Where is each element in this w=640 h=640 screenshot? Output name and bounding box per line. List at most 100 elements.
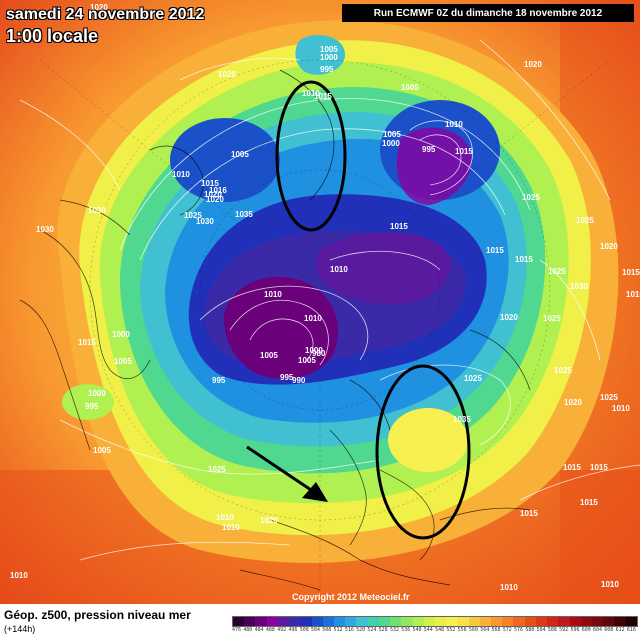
isobar-label: 1020 xyxy=(204,190,222,199)
isobar-label: 1020 xyxy=(500,313,518,322)
scale-swatch xyxy=(502,617,514,626)
isobar-label: 1025 xyxy=(548,267,566,276)
isobar-label: 1005 xyxy=(298,356,316,365)
scale-swatch xyxy=(244,617,256,626)
scale-swatch xyxy=(423,617,435,626)
isobar-label: 1010 xyxy=(302,89,320,98)
isobar-label: 1010 xyxy=(612,404,630,413)
scale-value: 612 xyxy=(615,627,625,633)
color-scale xyxy=(232,616,638,627)
scale-value: 480 xyxy=(243,627,253,633)
scale-value: 552 xyxy=(446,627,456,633)
run-info-text: Run ECMWF 0Z du dimanche 18 novembre 201… xyxy=(373,7,603,19)
isobar-label: 1020 xyxy=(524,60,542,69)
scale-value: 608 xyxy=(604,627,614,633)
isobar-label: 1035 xyxy=(235,210,253,219)
scale-value: 548 xyxy=(435,627,445,633)
isobar-label: 1010 xyxy=(330,265,348,274)
isobar-label: 1010 xyxy=(172,170,190,179)
purple-east xyxy=(316,232,451,304)
scale-value: 556 xyxy=(457,627,467,633)
scale-swatch xyxy=(322,617,334,626)
scale-swatch xyxy=(569,617,581,626)
isobar-label: 1020 xyxy=(600,242,618,251)
scale-value: 616 xyxy=(626,627,636,633)
scale-value: 604 xyxy=(593,627,603,633)
scale-swatch xyxy=(479,617,492,626)
isobar-label: 1010 xyxy=(78,338,96,347)
isobar-label: 1010 xyxy=(10,571,28,580)
isobar-label: 1015 xyxy=(455,147,473,156)
scale-swatch xyxy=(434,617,447,626)
isobar-label: 1025 xyxy=(464,374,482,383)
product-title: Géop. z500, pression niveau mer xyxy=(4,608,191,622)
scale-swatch xyxy=(547,617,559,626)
scale-value: 580 xyxy=(525,627,535,633)
isobar-label: 1025 xyxy=(522,193,540,202)
isobar-label: 1000 xyxy=(112,330,130,339)
isobar-label: 1015 xyxy=(520,509,538,518)
scale-value: 584 xyxy=(536,627,546,633)
isobar-label: 1005 xyxy=(401,83,419,92)
atlantic-low xyxy=(62,384,114,420)
isobar-label: 1020 xyxy=(564,398,582,407)
run-info-box: Run ECMWF 0Z du dimanche 18 novembre 201… xyxy=(342,4,634,22)
scale-swatch xyxy=(558,617,570,626)
isobar-label: 1010 xyxy=(264,290,282,299)
scale-value: 592 xyxy=(559,627,569,633)
scale-value: 536 xyxy=(401,627,411,633)
scale-value: 524 xyxy=(367,627,377,633)
scale-swatch xyxy=(266,617,278,626)
isobar-label: 1025 xyxy=(208,465,226,474)
coastlines xyxy=(19,69,531,591)
isobar-labels: 1005100099510101015102010051010100510009… xyxy=(10,3,640,592)
scale-swatch xyxy=(390,617,402,626)
scale-value: 528 xyxy=(378,627,388,633)
isobar-label: 1020 xyxy=(206,195,224,204)
annotation-ellipse-europe xyxy=(375,364,471,540)
isobar-label: 1025 xyxy=(184,211,202,220)
scale-swatch xyxy=(311,617,323,626)
isobar-label: 1030 xyxy=(36,225,54,234)
scale-swatch xyxy=(625,617,637,626)
scale-value: 520 xyxy=(356,627,366,633)
scale-swatch xyxy=(401,617,413,626)
isobar-label: 980 xyxy=(312,349,326,358)
isobar-label: 995 xyxy=(85,402,99,411)
isobar-label: 1005 xyxy=(260,351,278,360)
isobar-label: 1025 xyxy=(543,314,561,323)
isobar-label: 1005 xyxy=(320,45,338,54)
isobar-label: 1000 xyxy=(320,53,338,62)
isobars xyxy=(19,39,640,561)
isobar-label: 1005 xyxy=(231,150,249,159)
geopotential-map: 1005100099510101015102010051010100510009… xyxy=(0,0,640,604)
scale-swatch xyxy=(412,617,424,626)
isobar-label: 1005 xyxy=(383,130,401,139)
scale-value: 492 xyxy=(277,627,287,633)
small-blue-greenland xyxy=(295,35,345,75)
isobar-label: 1005 xyxy=(114,357,132,366)
scale-swatch xyxy=(446,617,458,626)
blue-lobe-nw xyxy=(170,118,280,202)
scale-value: 544 xyxy=(423,627,433,633)
scale-value: 560 xyxy=(468,627,478,633)
isobar-label: 1025 xyxy=(600,393,618,402)
scale-swatch xyxy=(367,617,379,626)
isobar-label: 1016 xyxy=(209,186,227,195)
scale-swatch xyxy=(603,617,615,626)
scale-swatch xyxy=(277,617,290,626)
scale-value: 596 xyxy=(570,627,580,633)
scale-value: 540 xyxy=(412,627,422,633)
scale-swatch xyxy=(524,617,536,626)
date-title: samedi 24 novembre 2012 xyxy=(6,6,205,23)
scale-swatch xyxy=(333,617,346,626)
isobar-label: 1030 xyxy=(88,206,106,215)
map-area: 1005 1000 995 1010 1015 1020 1005 1010 1005 1000 9… xyxy=(0,0,640,604)
scale-value: 496 xyxy=(288,627,298,633)
isobar-label: 1020 xyxy=(260,516,278,525)
scale-value: 476 xyxy=(232,627,242,633)
isobar-label: 1010 xyxy=(500,583,518,592)
isobar-label: 1015 xyxy=(314,92,332,101)
isobar-label: 1025 xyxy=(554,366,572,375)
scale-value: 572 xyxy=(502,627,512,633)
